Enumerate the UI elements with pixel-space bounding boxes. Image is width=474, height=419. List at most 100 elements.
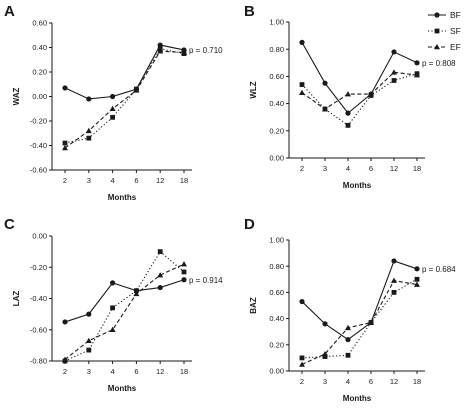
data-point-bf bbox=[299, 298, 305, 305]
y-tick-label: 0.40 bbox=[269, 99, 284, 108]
x-tick-label: 6 bbox=[369, 164, 373, 173]
data-point-bf bbox=[86, 311, 92, 317]
data-point-ef bbox=[322, 106, 328, 112]
series-line-ef bbox=[64, 50, 185, 149]
y-tick-label: 0.80 bbox=[269, 262, 284, 271]
y-tick-label: 0.20 bbox=[269, 126, 284, 135]
y-tick-label: -0.40 bbox=[30, 141, 47, 150]
y-axis-title: LAZ bbox=[12, 291, 21, 307]
y-tick-label: 0.00 bbox=[32, 92, 47, 101]
legend: BF SF EF bbox=[428, 10, 461, 52]
data-point-ef bbox=[368, 319, 374, 325]
data-point-bf bbox=[62, 85, 68, 91]
data-point-bf bbox=[322, 321, 328, 327]
data-point-ef bbox=[62, 356, 68, 362]
data-point-sf bbox=[391, 290, 397, 295]
data-point-sf bbox=[322, 354, 328, 359]
data-point-bf bbox=[414, 266, 420, 272]
data-point-ef bbox=[109, 105, 116, 112]
data-point-bf bbox=[157, 284, 163, 291]
x-tick-label: 3 bbox=[87, 176, 91, 185]
x-tick-label: 3 bbox=[87, 367, 91, 376]
x-tick-label: 2 bbox=[300, 377, 304, 386]
data-point-ef bbox=[181, 49, 187, 55]
x-tick-label: 4 bbox=[111, 176, 115, 185]
y-tick-label: -0.20 bbox=[30, 263, 47, 272]
panel-c: C -0.80 -0.60 -0.40 -0.20 0.00 2 3 4 6 12 18 Months L… bbox=[4, 216, 223, 393]
x-axis-title: Months bbox=[343, 394, 372, 403]
data-point-ef bbox=[414, 281, 420, 287]
series-line-ef bbox=[301, 280, 418, 365]
data-point-ef bbox=[391, 69, 397, 75]
legend-item-sf: SF bbox=[428, 26, 461, 36]
y-tick-label: -0.80 bbox=[30, 357, 47, 366]
data-point-sf bbox=[110, 114, 115, 120]
legend-label: SF bbox=[450, 26, 461, 36]
data-point-bf bbox=[391, 258, 397, 264]
x-tick-label: 4 bbox=[346, 164, 350, 173]
data-point-bf bbox=[181, 277, 187, 283]
data-point-sf bbox=[391, 78, 397, 83]
series-line-bf bbox=[301, 260, 418, 341]
series-line-sf bbox=[64, 48, 185, 144]
x-axis-title: Months bbox=[343, 181, 372, 190]
y-axis-title: BAZ bbox=[249, 297, 258, 314]
legend-label: BF bbox=[450, 10, 461, 20]
data-point-ef bbox=[181, 261, 187, 267]
y-tick-label: -0.40 bbox=[30, 294, 47, 303]
legend-marker bbox=[434, 28, 440, 34]
y-tick-label: 0.40 bbox=[32, 43, 47, 52]
series-line-bf bbox=[301, 42, 418, 114]
x-tick-label: 12 bbox=[156, 367, 164, 376]
y-tick-label: -0.60 bbox=[30, 166, 47, 175]
x-tick-label: 12 bbox=[156, 176, 164, 185]
x-tick-label: 2 bbox=[63, 367, 67, 376]
data-point-sf bbox=[345, 122, 351, 128]
y-tick-label: 0.60 bbox=[269, 72, 284, 81]
x-tick-label: 2 bbox=[63, 176, 67, 185]
y-tick-label: 0.60 bbox=[269, 288, 284, 297]
data-point-ef bbox=[345, 324, 351, 331]
y-tick-label: 0.60 bbox=[32, 19, 47, 28]
data-point-bf bbox=[345, 336, 351, 343]
data-point-ef bbox=[391, 277, 397, 283]
y-tick-label: 0.20 bbox=[269, 340, 284, 349]
data-point-ef bbox=[62, 144, 68, 151]
data-point-bf bbox=[62, 319, 68, 325]
data-point-sf bbox=[110, 305, 115, 311]
panel-letter: D bbox=[244, 216, 255, 233]
p-value-annotation: p = 0.710 bbox=[189, 46, 223, 55]
data-point-ef bbox=[109, 326, 116, 333]
legend-marker bbox=[434, 12, 440, 18]
data-point-sf bbox=[62, 140, 68, 146]
x-tick-label: 4 bbox=[346, 377, 350, 386]
p-value-annotation: p = 0.914 bbox=[189, 276, 223, 285]
data-point-ef bbox=[414, 72, 420, 78]
x-tick-label: 6 bbox=[134, 176, 138, 185]
legend-marker bbox=[434, 44, 440, 50]
data-point-ef bbox=[85, 127, 92, 134]
y-tick-label: 0.00 bbox=[32, 232, 47, 241]
series-line-ef bbox=[301, 71, 418, 110]
series-line-sf bbox=[64, 250, 185, 362]
y-tick-label: 1.00 bbox=[269, 18, 284, 27]
x-tick-label: 18 bbox=[180, 367, 188, 376]
y-axis-title: WAZ bbox=[12, 88, 21, 106]
panel-d: D 0.00 0.20 0.40 0.60 0.80 1.00 2 3 4 6 12 18 Months B… bbox=[244, 216, 456, 403]
x-axis-title: Months bbox=[108, 384, 137, 393]
data-point-bf bbox=[414, 60, 420, 66]
x-tick-label: 18 bbox=[180, 176, 188, 185]
x-tick-label: 12 bbox=[390, 164, 398, 173]
series-line-ef bbox=[64, 263, 185, 360]
data-point-bf bbox=[110, 93, 116, 100]
x-tick-label: 6 bbox=[369, 377, 373, 386]
data-point-ef bbox=[133, 87, 140, 93]
data-point-ef bbox=[133, 290, 140, 297]
panel-a: A -0.60 -0.40 -0.20 0.00 0.20 0.40 0.60 2 3 4 6 12 18… bbox=[4, 3, 223, 202]
data-point-bf bbox=[322, 80, 328, 86]
p-value-annotation: p = 0.684 bbox=[422, 265, 456, 274]
x-tick-label: 3 bbox=[323, 377, 327, 386]
y-tick-label: 0.00 bbox=[269, 154, 284, 163]
x-tick-label: 6 bbox=[134, 367, 138, 376]
data-point-sf bbox=[134, 288, 139, 294]
